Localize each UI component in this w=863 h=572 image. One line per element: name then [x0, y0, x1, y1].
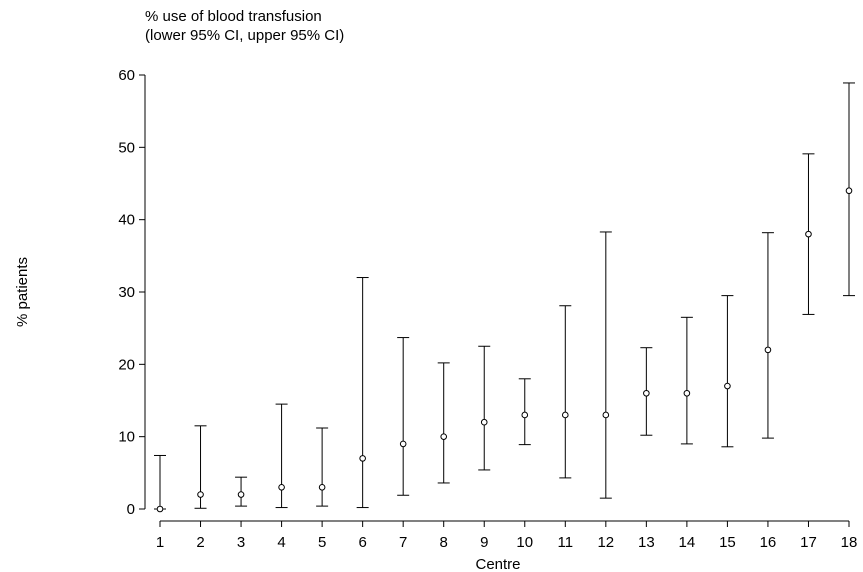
- x-tick-label-11: 11: [558, 534, 574, 551]
- point-centre-12: [602, 411, 610, 419]
- point-centre-1: [156, 505, 164, 513]
- point-centre-17: [805, 230, 812, 238]
- x-tick-label-6: 6: [358, 534, 366, 551]
- y-tick-label-50: 50: [118, 139, 135, 156]
- y-tick-label-30: 30: [118, 284, 135, 301]
- x-tick-label-17: 17: [800, 534, 817, 551]
- point-centre-9: [480, 418, 488, 426]
- y-tick-label-40: 40: [118, 212, 135, 229]
- point-centre-4: [278, 484, 285, 491]
- x-tick-label-15: 15: [719, 534, 736, 551]
- y-ticks: 0 10 20 30 40 50 60: [118, 67, 145, 518]
- point-centre-6: [359, 455, 366, 462]
- point-centre-10: [521, 411, 529, 419]
- chart-title-line2: (lower 95% CI, upper 95% CI): [145, 27, 344, 44]
- x-tick-label-16: 16: [760, 534, 777, 551]
- point-centre-16: [764, 346, 772, 354]
- x-tick-label-12: 12: [597, 534, 614, 551]
- series-group: [154, 82, 855, 513]
- point-centre-18: [845, 187, 853, 195]
- x-tick-label-13: 13: [638, 534, 655, 551]
- x-axis-label: Centre: [475, 556, 520, 572]
- y-tick-label-10: 10: [118, 429, 135, 446]
- x-tick-label-2: 2: [196, 534, 204, 551]
- y-tick-label-20: 20: [118, 356, 135, 373]
- x-tick-label-18: 18: [841, 534, 858, 551]
- x-tick-label-14: 14: [679, 534, 696, 551]
- point-centre-5: [318, 484, 326, 491]
- x-tick-label-3: 3: [237, 534, 245, 551]
- y-tick-label-60: 60: [118, 67, 135, 84]
- chart-title-line1: % use of blood transfusion: [145, 8, 322, 25]
- point-centre-2: [197, 491, 204, 498]
- x-tick-label-9: 9: [480, 534, 488, 551]
- x-tick-label-8: 8: [440, 534, 448, 551]
- x-tick-label-10: 10: [516, 534, 533, 551]
- point-centre-11: [561, 411, 569, 419]
- x-tick-label-4: 4: [277, 534, 285, 551]
- x-tick-label-7: 7: [399, 534, 407, 551]
- point-centre-8: [440, 433, 448, 440]
- point-centre-14: [683, 389, 691, 397]
- x-ticks: 1 2 3 4 5 6 7 8 9 10 11 12 13 14 15 16 17 18: [156, 521, 858, 551]
- point-centre-13: [643, 389, 650, 397]
- point-centre-7: [399, 440, 407, 448]
- y-tick-label-0: 0: [127, 501, 135, 518]
- point-centre-15: [724, 382, 731, 390]
- y-axis-label: % patients: [14, 257, 31, 327]
- point-centre-3: [237, 491, 245, 498]
- x-tick-label-1: 1: [156, 534, 164, 551]
- x-tick-label-5: 5: [318, 534, 326, 551]
